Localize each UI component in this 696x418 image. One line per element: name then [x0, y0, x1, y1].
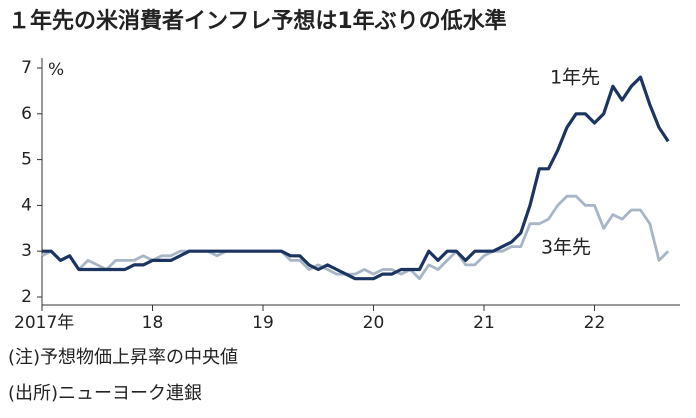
y-tick-label: 5: [21, 150, 32, 170]
x-tick-label: 21: [473, 313, 495, 333]
series-line: [41, 194, 670, 281]
y-axis-unit: %: [48, 60, 64, 80]
x-tick-label: 20: [363, 313, 385, 333]
x-tick-label: 19: [252, 313, 274, 333]
x-tick-label: 22: [584, 313, 606, 333]
y-tick-label: 4: [21, 195, 32, 215]
y-tick-label: 7: [21, 58, 32, 78]
x-tick-label: 18: [142, 313, 164, 333]
y-tick-label: 2: [21, 287, 32, 307]
series-label: 3年先: [541, 237, 591, 259]
note: (注)予想物価上昇率の中央値: [8, 347, 238, 368]
x-tick-label: 2017年: [14, 313, 74, 333]
y-tick-label: 3: [21, 241, 32, 261]
source: (出所)ニューヨーク連銀: [8, 383, 202, 404]
chart-title: １年先の米消費者インフレ予想は1年ぶりの低水準: [8, 8, 507, 34]
y-tick-label: 6: [21, 104, 32, 124]
series-label: 1年先: [550, 67, 600, 89]
series-line: [42, 75, 670, 281]
